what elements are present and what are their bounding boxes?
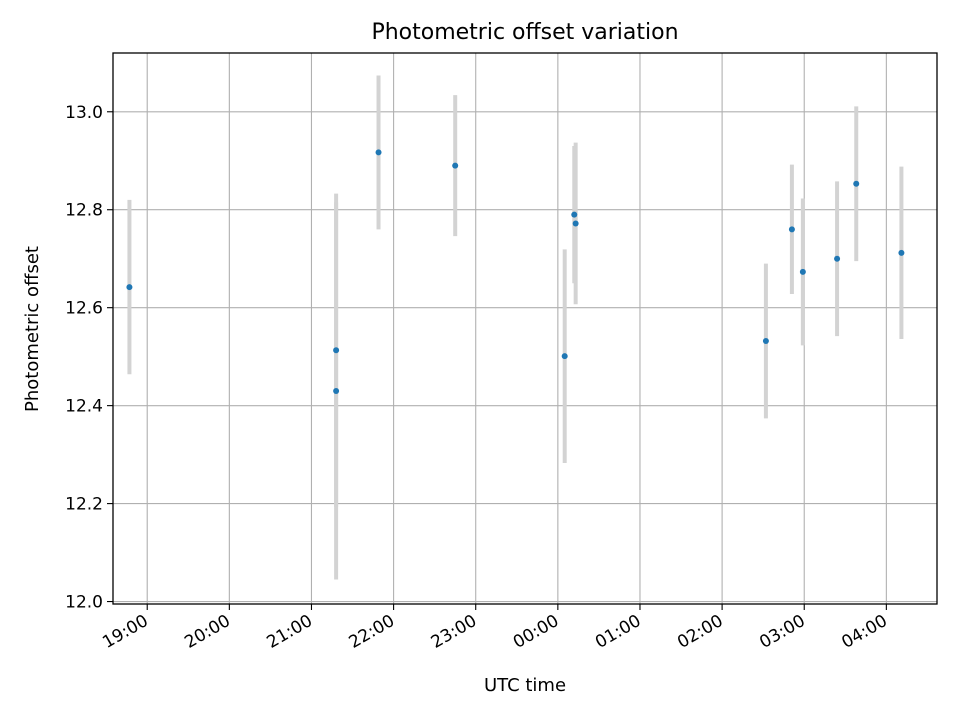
data-point [834, 255, 841, 262]
data-point [333, 347, 340, 354]
data-point [799, 268, 806, 275]
data-point [762, 337, 769, 344]
y-tick-label: 12.8 [65, 201, 103, 221]
x-tick-label: 19:00 [99, 611, 151, 653]
grid-layer [113, 53, 937, 604]
x-tick-label: 20:00 [181, 611, 233, 653]
x-tick-label: 00:00 [510, 611, 562, 653]
x-tick-label: 03:00 [756, 611, 808, 653]
data-point [898, 249, 905, 256]
data-point [561, 353, 568, 360]
x-tick-label: 21:00 [264, 611, 316, 653]
plot-frame [112, 52, 938, 605]
chart-title: Photometric offset variation [371, 20, 678, 45]
data-point [333, 387, 340, 394]
data-point [126, 284, 133, 291]
y-tick-label: 12.4 [65, 397, 103, 417]
x-tick-label: 22:00 [346, 611, 398, 653]
x-tick-label: 01:00 [592, 611, 644, 653]
x-tick-label: 04:00 [838, 611, 890, 653]
data-point [571, 211, 578, 218]
data-point [572, 220, 579, 227]
y-tick-label: 12.6 [65, 299, 103, 319]
data-point [452, 162, 459, 169]
x-tick-label: 02:00 [674, 611, 726, 653]
data-point [375, 149, 382, 156]
x-axis-label: UTC time [484, 675, 566, 696]
y-axis-label: Photometric offset [22, 246, 43, 412]
x-tick-label: 23:00 [428, 611, 480, 653]
data-point [853, 180, 860, 187]
y-tick-label: 12.0 [65, 593, 103, 613]
y-tick-label: 12.2 [65, 495, 103, 515]
data-point [788, 226, 795, 233]
point-layer [126, 149, 905, 394]
y-tick-label: 13.0 [65, 103, 103, 123]
